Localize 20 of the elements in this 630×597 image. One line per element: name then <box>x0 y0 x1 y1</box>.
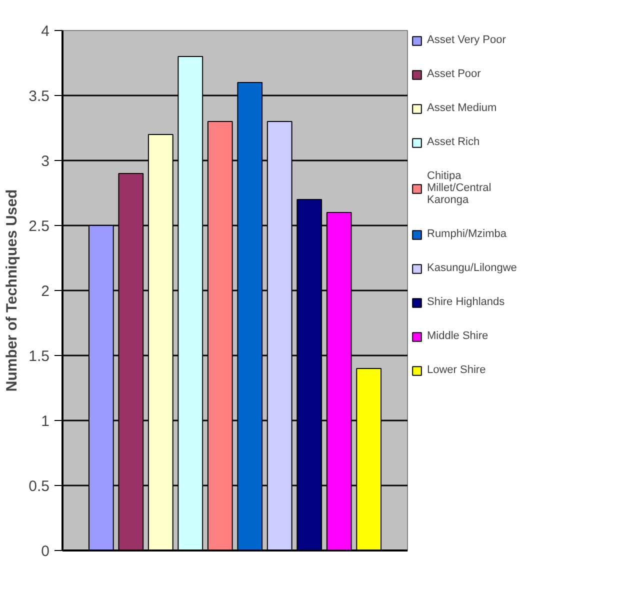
legend-label: Kasungu/Lilongwe <box>427 262 517 274</box>
legend-label: Lower Shire <box>427 364 486 376</box>
y-tick-label: 3 <box>41 153 50 170</box>
y-tick-label: 4 <box>41 23 50 40</box>
legend-label: Middle Shire <box>427 330 488 342</box>
y-axis-title: Number of Techniques Used <box>4 189 21 392</box>
legend-label: Asset Medium <box>427 102 497 114</box>
y-tick-label: 2.5 <box>28 218 50 235</box>
y-tick-label: 0.5 <box>28 478 50 495</box>
y-tick-label: 2 <box>41 283 50 300</box>
legend-label: Chitipa Millet/Central Karonga <box>427 170 492 206</box>
y-tick-label: 1 <box>41 413 50 430</box>
y-tick-label: 3.5 <box>28 88 50 105</box>
legend-label: Shire Highlands <box>427 296 505 308</box>
legend-label: Asset Rich <box>427 136 480 148</box>
legend-label: Rumphi/Mzimba <box>427 228 506 240</box>
legend-label: Asset Poor <box>427 68 481 80</box>
y-tick-label: 0 <box>41 543 50 560</box>
y-tick-label: 1.5 <box>28 348 50 365</box>
legend-label: Asset Very Poor <box>427 34 506 46</box>
